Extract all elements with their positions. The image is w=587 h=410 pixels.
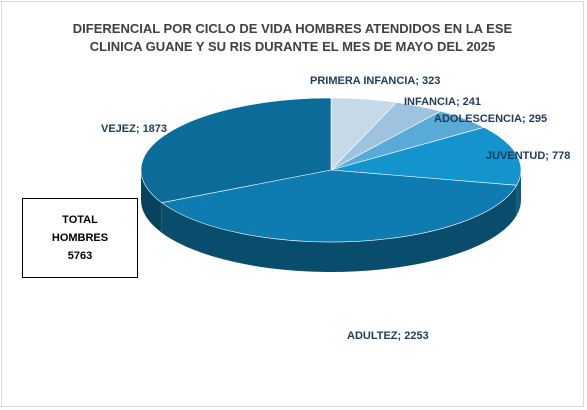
data-label-adultez: ADULTEZ; 2253 (347, 330, 429, 342)
pie-slice-adultez (160, 169, 518, 243)
chart-title-line-2: CLINICA GUANE Y SU RIS DURANTE EL MES DE… (89, 39, 496, 54)
pie-slice-juventud (330, 127, 522, 186)
data-label-juventud: JUVENTUD; 778 (486, 150, 570, 162)
pie-side-adultez (161, 185, 517, 273)
pie-top-group (140, 97, 522, 243)
data-label-infancia: INFANCIA; 241 (404, 96, 481, 108)
data-label-vejez: VEJEZ; 1873 (101, 123, 167, 135)
total-box-line-2: HOMBRES (51, 232, 109, 244)
pie-labels-group: PRIMERA INFANCIA; 323 INFANCIA; 241 ADOL… (101, 75, 570, 342)
pie-depth-group (141, 170, 522, 273)
pie-side-vejez (141, 170, 162, 233)
total-box-line-3: 5763 (67, 250, 93, 262)
pie-side-juventud (516, 170, 522, 216)
data-label-primera-infancia: PRIMERA INFANCIA; 323 (310, 75, 440, 87)
pie-slice-vejez (140, 97, 332, 204)
total-box: TOTAL HOMBRES 5763 (22, 198, 138, 278)
data-label-adolescencia: ADOLESCENCIA; 295 (434, 113, 547, 125)
total-box-line-1: TOTAL (62, 214, 98, 226)
chart-title: DIFERENCIAL POR CICLO DE VIDA HOMBRES AT… (2, 20, 583, 56)
chart-title-line-1: DIFERENCIAL POR CICLO DE VIDA HOMBRES AT… (72, 21, 513, 36)
